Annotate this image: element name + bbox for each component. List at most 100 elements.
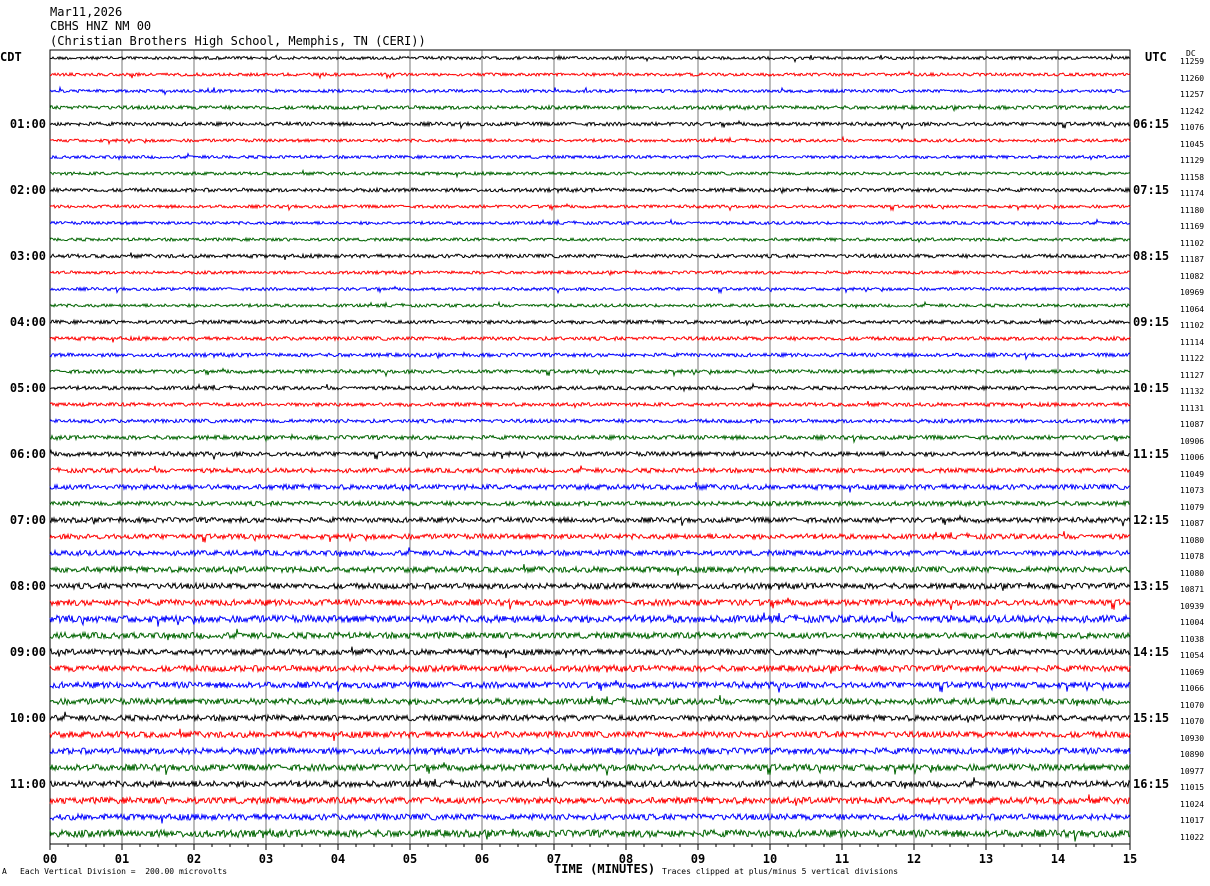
seismic-trace: [49, 236, 1131, 244]
x-tick-label: 00: [42, 852, 58, 866]
dc-offset-value: 11082: [1180, 271, 1205, 281]
x-axis-title: TIME (MINUTES): [554, 862, 656, 876]
dc-offset-value: 11078: [1180, 552, 1205, 561]
dc-offset-value: 11242: [1180, 106, 1205, 116]
seismic-trace: [49, 531, 1131, 543]
plot-date: Mar11,2026: [50, 5, 123, 19]
dc-column-title: DC: [1186, 49, 1196, 58]
cdt-hour-label: 06:00: [9, 447, 46, 461]
seismic-trace: [49, 547, 1131, 558]
dc-offset-value: 11127: [1180, 370, 1205, 380]
seismic-trace: [49, 465, 1131, 475]
seismic-trace: [49, 335, 1131, 343]
seismic-trace: [49, 350, 1131, 361]
seismic-trace: [49, 218, 1131, 227]
dc-offset-value: 11257: [1180, 90, 1205, 99]
dc-offset-value: 11070: [1180, 717, 1205, 726]
dc-offset-value: 11076: [1180, 123, 1205, 132]
dc-offset-value: 11079: [1180, 502, 1205, 512]
seismic-trace: [49, 367, 1131, 378]
utc-hour-label: 14:15: [1133, 645, 1170, 659]
dc-offset-value: 11066: [1180, 684, 1205, 693]
dc-offset-value: 11069: [1180, 667, 1205, 677]
dc-offset-value: 11017: [1180, 816, 1205, 825]
cdt-hour-label: 01:00: [9, 117, 46, 131]
dc-offset-value: 11129: [1180, 156, 1205, 165]
seismic-trace: [49, 400, 1131, 409]
utc-hour-label: 16:15: [1133, 777, 1170, 791]
cdt-hour-label: 04:00: [9, 315, 46, 329]
dc-offset-value: 11180: [1180, 205, 1205, 215]
dc-offset-value: 11073: [1180, 486, 1205, 495]
seismic-trace: [49, 70, 1131, 80]
plot-frame: [49, 49, 1131, 845]
x-tick-label: 13: [978, 852, 994, 866]
dc-offset-value: 11045: [1180, 139, 1205, 149]
seismic-trace: [49, 448, 1131, 460]
utc-hour-label: 11:15: [1133, 447, 1170, 461]
dc-offset-value: 10939: [1180, 601, 1205, 611]
seismic-trace: [49, 202, 1131, 212]
utc-hour-label: 12:15: [1133, 513, 1170, 527]
seismic-trace: [49, 762, 1131, 776]
dc-offset-value: 11174: [1180, 189, 1205, 198]
x-tick-label: 10: [762, 852, 778, 866]
seismic-trace: [49, 382, 1131, 393]
dc-offset-value: 10930: [1180, 733, 1205, 743]
seismic-trace: [49, 433, 1131, 445]
dc-offset-value: 11006: [1180, 453, 1205, 462]
dc-offset-value: 11102: [1180, 321, 1205, 330]
cdt-hour-label: 03:00: [9, 249, 46, 263]
x-tick-label: 06: [474, 852, 490, 866]
seismic-trace: [49, 728, 1131, 742]
dc-offset-value: 11187: [1180, 255, 1205, 264]
station-code: CBHS HNZ NM 00: [50, 19, 152, 33]
dc-offset-value: 11260: [1180, 73, 1205, 83]
seismic-trace: [49, 680, 1131, 693]
x-tick-label: 03: [258, 852, 274, 866]
left-timezone-label: CDT: [0, 50, 22, 64]
seismic-trace: [49, 711, 1131, 723]
seismic-trace: [49, 318, 1131, 327]
utc-hour-label: 06:15: [1133, 117, 1170, 131]
seismic-trace: [49, 695, 1131, 707]
cdt-hour-label: 07:00: [9, 513, 46, 527]
seismic-trace: [49, 252, 1131, 260]
seismic-trace: [49, 514, 1131, 527]
cdt-hour-label: 02:00: [9, 183, 46, 197]
seismic-trace: [49, 85, 1131, 96]
dc-offset-value: 11259: [1180, 57, 1205, 66]
dc-offset-value: 11004: [1180, 618, 1205, 627]
dc-offset-value: 11080: [1180, 568, 1205, 578]
seismic-trace: [49, 417, 1131, 426]
seismic-trace: [49, 812, 1131, 824]
dc-offset-value: 11131: [1180, 403, 1205, 413]
seismic-trace: [49, 152, 1131, 161]
clip-note: Traces clipped at plus/minus 5 vertical …: [662, 867, 899, 876]
utc-hour-label: 15:15: [1133, 711, 1170, 725]
seismic-trace: [49, 103, 1131, 113]
x-tick-label: 14: [1050, 852, 1066, 866]
seismic-trace: [49, 646, 1131, 659]
dc-offset-value: 11049: [1180, 469, 1205, 479]
seismic-trace: [49, 168, 1131, 179]
seismic-trace: [49, 564, 1131, 576]
cdt-hour-label: 11:00: [9, 777, 46, 791]
footer-mark: A: [2, 867, 7, 876]
seismic-trace: [49, 745, 1131, 757]
seismic-trace: [49, 482, 1131, 493]
x-tick-label: 15: [1122, 852, 1138, 866]
dc-offset-value: 10890: [1180, 750, 1205, 759]
x-tick-label: 08: [618, 852, 634, 866]
cdt-hour-label: 10:00: [9, 711, 46, 725]
seismic-trace: [49, 794, 1131, 806]
cdt-hour-label: 05:00: [9, 381, 46, 395]
dc-offset-value: 10906: [1180, 436, 1205, 446]
utc-hour-label: 08:15: [1133, 249, 1170, 263]
dc-offset-value: 11102: [1180, 238, 1205, 248]
seismic-trace: [49, 499, 1131, 508]
seismic-trace: [49, 285, 1131, 295]
seismic-trace: [49, 663, 1131, 674]
dc-offset-value: 11038: [1180, 634, 1205, 644]
